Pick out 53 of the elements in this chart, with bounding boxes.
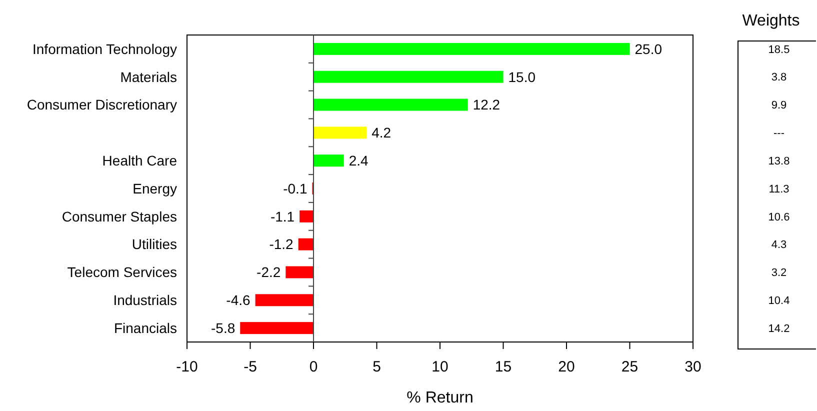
- data-label: 25.0: [634, 40, 662, 57]
- x-tick-label: 15: [494, 358, 512, 376]
- data-label: 15.0: [508, 68, 536, 85]
- data-label: 4.2: [372, 124, 392, 141]
- data-label: -5.8: [211, 320, 236, 336]
- text: 14.2: [768, 322, 790, 335]
- text: 10.4: [768, 294, 790, 307]
- bar: [298, 238, 314, 250]
- text: 3.8: [771, 72, 787, 84]
- bar: [300, 210, 314, 222]
- x-axis-title: % Return: [406, 390, 474, 407]
- y-tick-label: Utilities: [132, 236, 177, 252]
- text: 9.9: [771, 100, 787, 112]
- y-tick-label: Financials: [114, 320, 177, 336]
- text: 4.3: [771, 239, 787, 252]
- y-tick-label: Energy: [132, 180, 177, 196]
- y-tick-label: Consumer Staples: [62, 208, 177, 224]
- text: 11.3: [768, 183, 790, 196]
- bar: [314, 98, 468, 111]
- bar: [314, 154, 344, 167]
- y-tick-label: Health Care: [102, 152, 178, 168]
- data-label: 12.2: [472, 96, 500, 113]
- x-tick-label: 10: [432, 358, 448, 376]
- y-tick-label: Telecom Services: [67, 264, 177, 280]
- x-tick-label: 20: [558, 358, 575, 376]
- bar: [314, 70, 504, 83]
- data-label: -1.2: [269, 236, 294, 252]
- text: 18.5: [768, 44, 790, 56]
- text: 3.2: [771, 267, 787, 280]
- bar: [314, 126, 367, 139]
- y-tick-label: Industrials: [113, 292, 177, 308]
- x-tick-label: 25: [621, 358, 638, 376]
- x-tick-label: -5: [244, 358, 257, 376]
- data-label: -2.2: [256, 264, 281, 280]
- bar: [314, 42, 630, 55]
- text: ---: [774, 128, 785, 140]
- x-tick-label: 30: [684, 358, 702, 376]
- text: 10.6: [768, 211, 790, 224]
- bar: [240, 322, 314, 334]
- data-label: -0.1: [283, 180, 308, 196]
- bar: [255, 294, 314, 306]
- text: 13.8: [768, 155, 790, 168]
- data-label: 2.4: [348, 152, 369, 168]
- data-label: -1.1: [270, 208, 295, 224]
- y-tick-label: Information Technology: [32, 40, 177, 57]
- x-tick-label: 0: [309, 358, 318, 376]
- bar: [286, 266, 314, 278]
- text: Weights: [742, 12, 800, 30]
- y-tick-label: Consumer Discretionary: [26, 96, 177, 113]
- data-label: -4.6: [226, 292, 251, 308]
- x-tick-label: -10: [176, 358, 198, 376]
- x-tick-label: 5: [372, 358, 381, 376]
- y-tick-label: Materials: [120, 68, 177, 85]
